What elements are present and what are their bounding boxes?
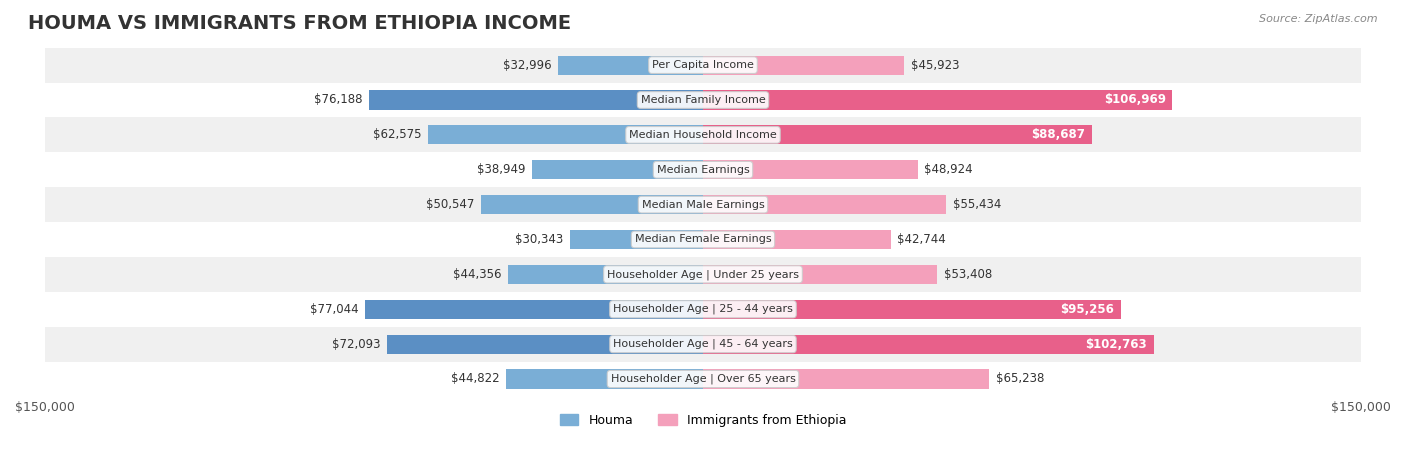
Bar [45,48,1361,83]
Text: Median Male Earnings: Median Male Earnings [641,199,765,210]
Bar [366,300,703,319]
Bar [45,361,1361,396]
Text: $102,763: $102,763 [1085,338,1147,351]
Bar [703,56,904,75]
Text: Householder Age | Over 65 years: Householder Age | Over 65 years [610,374,796,384]
Bar [429,125,703,144]
Text: $65,238: $65,238 [995,373,1045,385]
Text: Per Capita Income: Per Capita Income [652,60,754,70]
Bar [45,257,1361,292]
Text: $38,949: $38,949 [477,163,526,176]
Text: $62,575: $62,575 [374,128,422,142]
Text: Householder Age | 45 - 64 years: Householder Age | 45 - 64 years [613,339,793,349]
Text: Median Household Income: Median Household Income [628,130,778,140]
Bar [703,195,946,214]
Text: HOUMA VS IMMIGRANTS FROM ETHIOPIA INCOME: HOUMA VS IMMIGRANTS FROM ETHIOPIA INCOME [28,14,571,33]
Bar [506,369,703,389]
Bar [368,91,703,110]
Text: $72,093: $72,093 [332,338,380,351]
Text: $55,434: $55,434 [953,198,1001,211]
Bar [45,327,1361,361]
Bar [703,369,990,389]
Text: $50,547: $50,547 [426,198,475,211]
Bar [703,300,1121,319]
Text: Median Earnings: Median Earnings [657,165,749,175]
Text: $106,969: $106,969 [1104,93,1166,106]
Bar [703,91,1173,110]
Bar [387,334,703,354]
Text: Median Family Income: Median Family Income [641,95,765,105]
Legend: Houma, Immigrants from Ethiopia: Houma, Immigrants from Ethiopia [554,409,852,432]
Text: $42,744: $42,744 [897,233,946,246]
Bar [703,265,938,284]
Text: $95,256: $95,256 [1060,303,1115,316]
Text: $44,822: $44,822 [451,373,499,385]
Bar [45,152,1361,187]
Bar [703,125,1092,144]
Text: $77,044: $77,044 [309,303,359,316]
Bar [45,83,1361,117]
Text: $48,924: $48,924 [924,163,973,176]
Bar [45,292,1361,327]
Bar [703,230,890,249]
Bar [531,160,703,179]
Bar [45,187,1361,222]
Text: $88,687: $88,687 [1032,128,1085,142]
Bar [558,56,703,75]
Text: $44,356: $44,356 [453,268,502,281]
Text: $45,923: $45,923 [911,59,959,71]
Bar [703,160,918,179]
Text: $30,343: $30,343 [515,233,564,246]
Text: $32,996: $32,996 [503,59,551,71]
Text: $76,188: $76,188 [314,93,363,106]
Text: Median Female Earnings: Median Female Earnings [634,234,772,245]
Bar [45,222,1361,257]
Text: Householder Age | Under 25 years: Householder Age | Under 25 years [607,269,799,280]
Bar [45,117,1361,152]
Bar [481,195,703,214]
Text: Source: ZipAtlas.com: Source: ZipAtlas.com [1260,14,1378,24]
Bar [703,334,1154,354]
Text: Householder Age | 25 - 44 years: Householder Age | 25 - 44 years [613,304,793,314]
Text: $53,408: $53,408 [943,268,993,281]
Bar [569,230,703,249]
Bar [509,265,703,284]
